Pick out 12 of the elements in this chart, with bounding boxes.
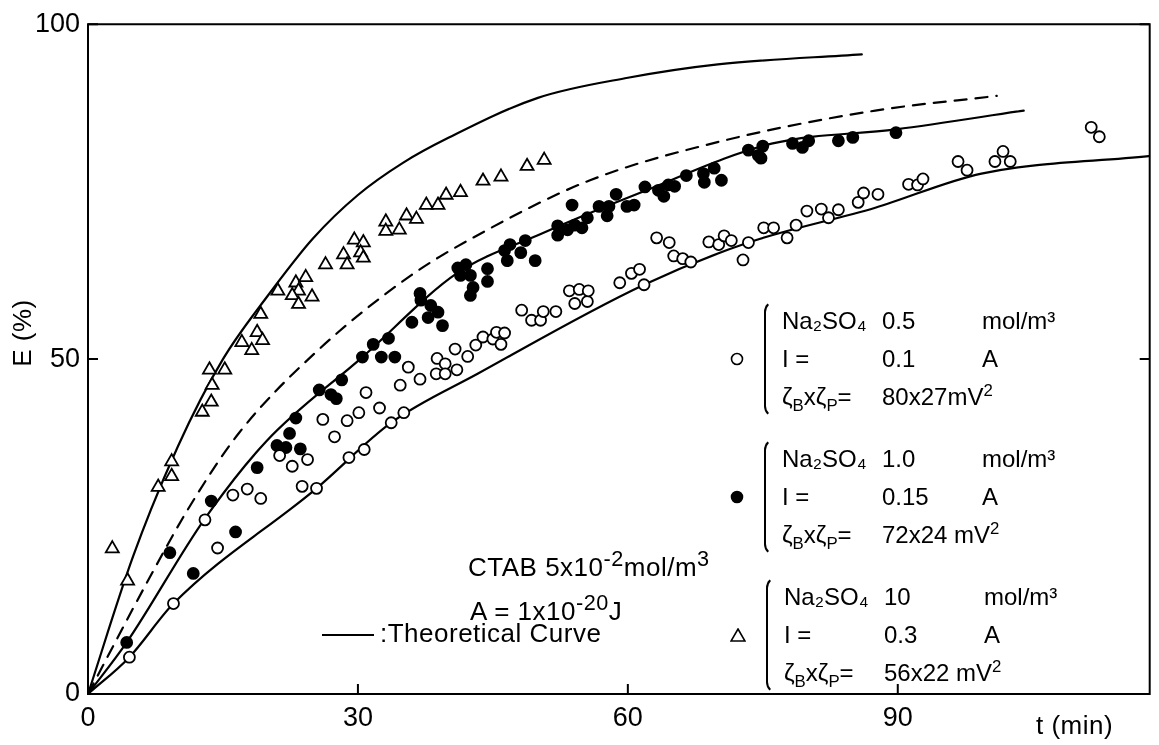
y-axis-title: E (%)	[6, 299, 37, 367]
legend-label: Na₂SO₄ 0.5 mol/m³ I = 0.1 A ζ$_{B}$xζ$_{P}$= 80x27mV$^{2}$	[764, 300, 1056, 418]
x-axis-title: t (min)	[1036, 710, 1114, 740]
x-tick-label: 30	[342, 701, 373, 732]
y-tick-label: 50	[49, 342, 80, 373]
y-tick-label: 100	[34, 7, 80, 38]
legend-label: Na₂SO₄ 10 mol/m³ I = 0.3 A ζ$_{B}$xζ$_{P}$= 56x22 mV$^{2}$	[766, 576, 1058, 694]
y-tick-label: 0	[64, 677, 80, 708]
legend-label: Na₂SO₄ 1.0 mol/m³ I = 0.15 A ζ$_{B}$xζ$_{P}$= 72x24 mV$^{2}$	[764, 438, 1056, 556]
x-tick-label: 90	[882, 701, 913, 732]
x-tick-label: 60	[612, 701, 643, 732]
annotation: CTAB 5x10$^{-2}$mol/m$^{3}$	[468, 546, 710, 582]
